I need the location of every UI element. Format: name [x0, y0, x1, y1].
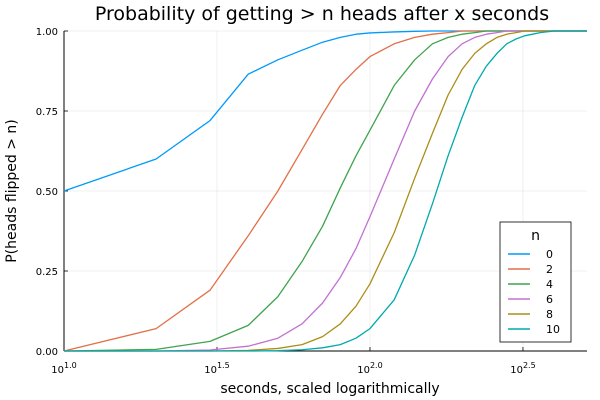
- y-tick-label: 0.00: [36, 347, 58, 358]
- y-axis-label: P(heads flipped > n): [4, 119, 20, 263]
- legend-label-n-0: 0: [546, 248, 553, 261]
- x-axis-label: seconds, scaled logarithmically: [220, 381, 439, 397]
- x-tick-label: 102.5: [510, 361, 535, 376]
- legend-box: [499, 221, 572, 343]
- legend-label-n-4: 4: [546, 278, 553, 291]
- series-group: [63, 30, 587, 352]
- legend-title: n: [531, 228, 540, 244]
- x-tick-label: 101.5: [204, 361, 229, 376]
- x-tick-label: 101.0: [51, 361, 76, 376]
- x-tick-label: 102.0: [357, 361, 382, 376]
- series-line-n-10: [64, 30, 587, 352]
- legend-label-n-2: 2: [546, 263, 553, 276]
- y-tick-label: 1.00: [36, 27, 58, 38]
- series-line-n-8: [64, 30, 587, 352]
- chart-title: Probability of getting > n heads after x…: [95, 3, 549, 25]
- legend: n0 2 4 6 8 10: [499, 221, 572, 343]
- legend-label-n-10: 10: [546, 323, 560, 336]
- axes: 101.0 101.5 102.0 102.5 0.00 0.25 0.50 0.75 1.00: [36, 27, 587, 376]
- y-tick-label: 0.25: [36, 267, 58, 278]
- y-tick-label: 0.50: [36, 187, 58, 198]
- legend-label-n-6: 6: [546, 293, 553, 306]
- legend-label-n-8: 8: [546, 308, 553, 321]
- y-tick-label: 0.75: [36, 107, 58, 118]
